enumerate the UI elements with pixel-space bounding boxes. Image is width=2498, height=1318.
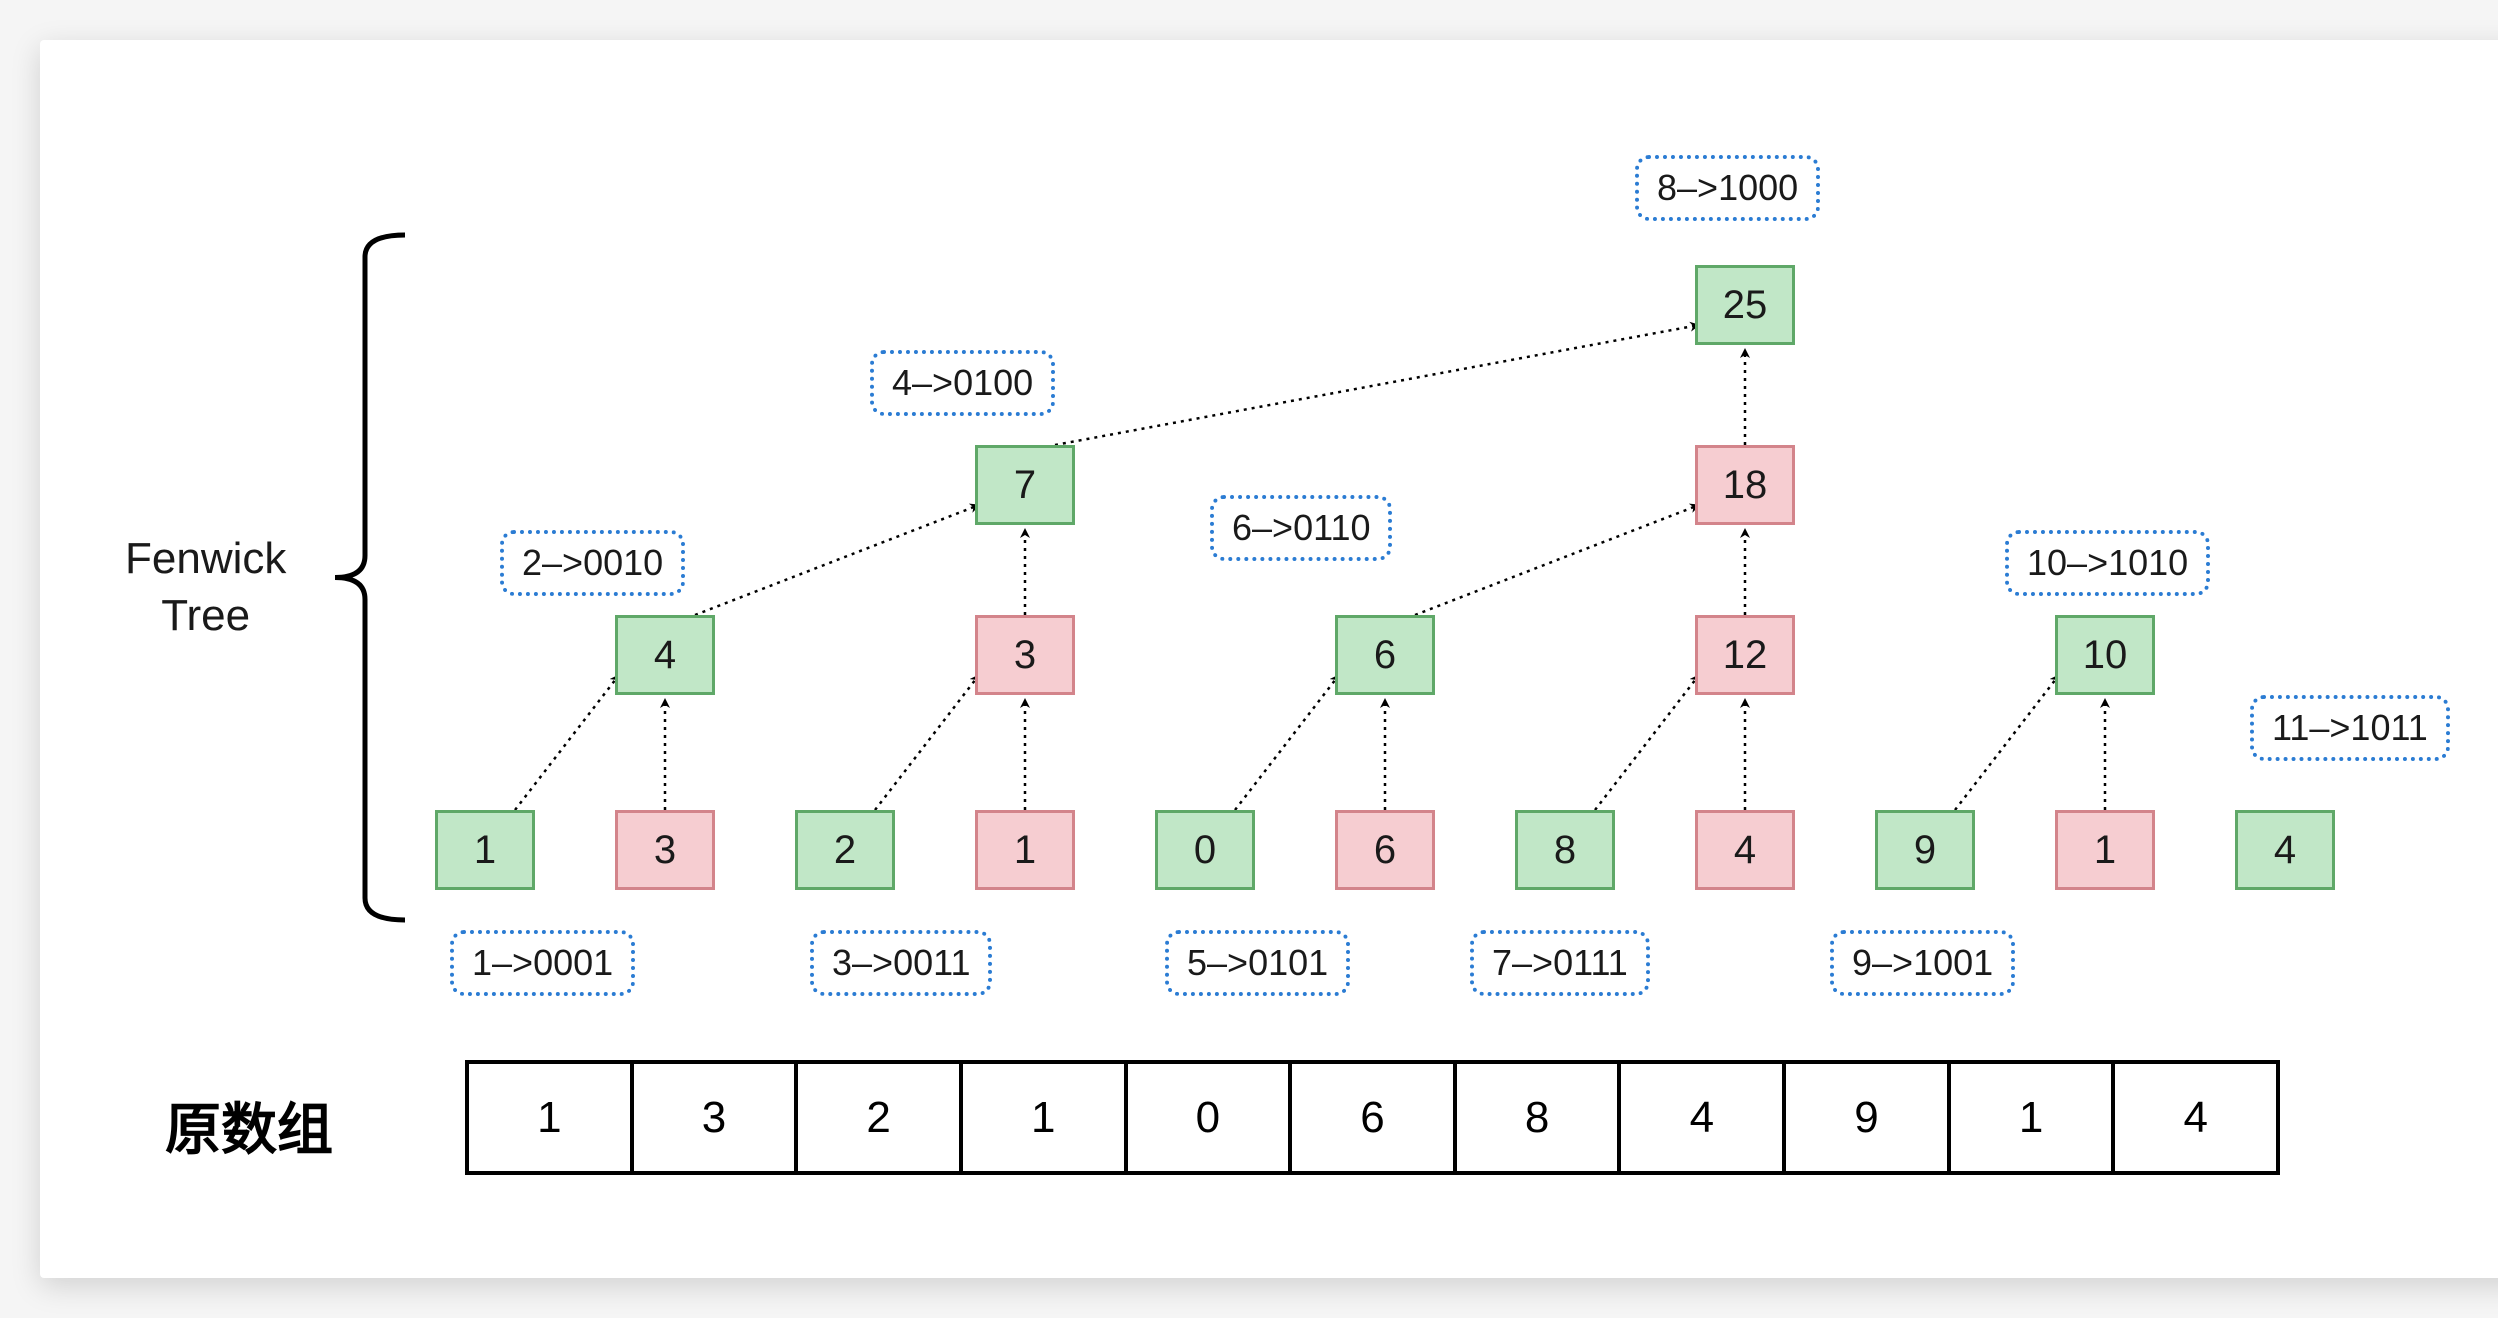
binary-annotation: 9–>1001: [1830, 930, 2015, 996]
array-cell: 4: [1621, 1064, 1786, 1171]
tree-node-n10: 1: [2055, 810, 2155, 890]
tree-node-m2: 4: [615, 615, 715, 695]
binary-annotation: 3–>0011: [810, 930, 992, 996]
array-cell: 1: [1951, 1064, 2116, 1171]
tree-node-m6: 6: [1335, 615, 1435, 695]
tree-node-t8: 18: [1695, 445, 1795, 525]
binary-annotation: 1–>0001: [450, 930, 635, 996]
tree-node-m10: 10: [2055, 615, 2155, 695]
tree-node-n1: 1: [435, 810, 535, 890]
tree-node-m4: 3: [975, 615, 1075, 695]
array-cell: 0: [1128, 1064, 1293, 1171]
array-cell: 6: [1292, 1064, 1457, 1171]
binary-annotation: 2–>0010: [500, 530, 685, 596]
tree-node-n6: 6: [1335, 810, 1435, 890]
array-cell: 9: [1786, 1064, 1951, 1171]
tree-node-m8: 12: [1695, 615, 1795, 695]
array-cell: 8: [1457, 1064, 1622, 1171]
array-cell: 4: [2115, 1064, 2276, 1171]
tree-node-n8: 4: [1695, 810, 1795, 890]
array-cell: 3: [634, 1064, 799, 1171]
binary-annotation: 6–>0110: [1210, 495, 1392, 561]
array-cell: 2: [798, 1064, 963, 1171]
tree-node-top: 25: [1695, 265, 1795, 345]
array-label: 原数组: [165, 1085, 333, 1166]
binary-annotation: 4–>0100: [870, 350, 1055, 416]
tree-node-n3: 2: [795, 810, 895, 890]
array-cell: 1: [469, 1064, 634, 1171]
tree-node-n2: 3: [615, 810, 715, 890]
binary-annotation: 11–>1011: [2250, 695, 2450, 761]
binary-annotation: 10–>1010: [2005, 530, 2210, 596]
array-cell: 1: [963, 1064, 1128, 1171]
original-array: 13210684914: [465, 1060, 2280, 1175]
tree-node-n9: 9: [1875, 810, 1975, 890]
tree-node-n5: 0: [1155, 810, 1255, 890]
binary-annotation: 8–>1000: [1635, 155, 1820, 221]
tree-node-n7: 8: [1515, 810, 1615, 890]
binary-annotation: 5–>0101: [1165, 930, 1350, 996]
binary-annotation: 7–>0111: [1470, 930, 1650, 996]
tree-node-n4: 1: [975, 810, 1075, 890]
tree-node-n11: 4: [2235, 810, 2335, 890]
diagram-card: Fenwick Tree 原数组 13210684914 13210684914…: [40, 40, 2498, 1278]
tree-node-t4: 7: [975, 445, 1075, 525]
fenwick-label: Fenwick Tree: [125, 530, 286, 644]
